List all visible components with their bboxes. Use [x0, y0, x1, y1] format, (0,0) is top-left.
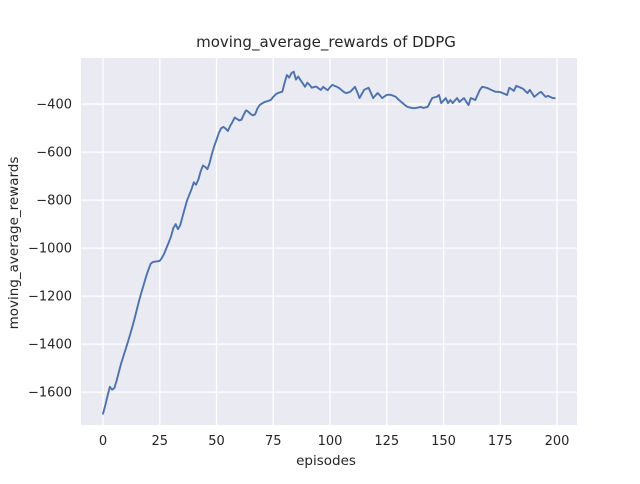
x-tick-label: 50 — [208, 434, 225, 449]
y-tick-label: −1000 — [28, 242, 72, 257]
y-tick-label: −1400 — [28, 338, 72, 353]
y-tick-label: −600 — [36, 146, 72, 161]
x-tick-label: 175 — [488, 434, 513, 449]
y-axis-label: moving_average_rewards — [6, 157, 22, 330]
reward-line — [102, 70, 556, 415]
x-tick-label: 25 — [151, 434, 168, 449]
x-tick-label: 125 — [374, 434, 399, 449]
gridlines — [81, 58, 577, 425]
x-tick-label: 0 — [99, 434, 107, 449]
x-axis-label: episodes — [296, 453, 356, 469]
x-tick-labels: 0 25 50 75 100 125 150 175 200 — [99, 434, 570, 449]
chart-title: moving_average_rewards of DDPG — [196, 33, 456, 52]
y-tick-labels: −400 −600 −800 −1000 −1200 −1400 −1600 — [28, 98, 72, 401]
x-tick-label: 150 — [431, 434, 456, 449]
y-tick-label: −1600 — [28, 386, 72, 401]
x-tick-label: 75 — [265, 434, 282, 449]
x-tick-label: 200 — [545, 434, 570, 449]
y-tick-label: −1200 — [28, 290, 72, 305]
y-tick-label: −400 — [36, 98, 72, 113]
plot-area — [81, 58, 577, 425]
x-tick-label: 100 — [318, 434, 343, 449]
y-tick-label: −800 — [36, 194, 72, 209]
